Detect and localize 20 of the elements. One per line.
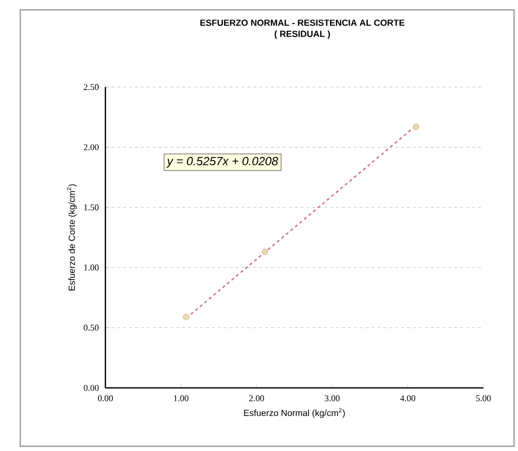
y-tick-label: 0.00 (84, 384, 99, 391)
x-tick-label: 4.00 (400, 395, 416, 402)
y-tick-label: 2.00 (84, 144, 99, 150)
y-tick-label: 1.50 (84, 204, 99, 210)
chart-title: ESFUERZO NORMAL - RESISTENCIA AL CORTE (200, 20, 404, 26)
y-axis-title: Esfuerzo de Corte (kg/cm$^{2}$) (66, 184, 77, 290)
y-tick-label: 2.50 (84, 84, 99, 90)
point (183, 314, 190, 320)
y-tick-label: 1.00 (84, 264, 99, 270)
x-tick-label: 5.00 (476, 395, 491, 402)
point (262, 248, 268, 255)
y-tick-label: 0.50 (84, 324, 99, 331)
annotation: y = 0.5257x + 0.0208 (166, 156, 278, 168)
x-tick-label: 2.00 (249, 395, 264, 402)
point (412, 124, 420, 130)
x-tick-label: 0.00 (98, 395, 113, 402)
x-tick-label: 1.00 (174, 395, 188, 402)
x-axis-title: Esfuerzo Normal (kg/cm$^{2}$) (244, 408, 345, 418)
x-tick-label: 3.00 (324, 395, 340, 402)
chart-subtitle: ( RESIDUAL ) (274, 30, 330, 39)
